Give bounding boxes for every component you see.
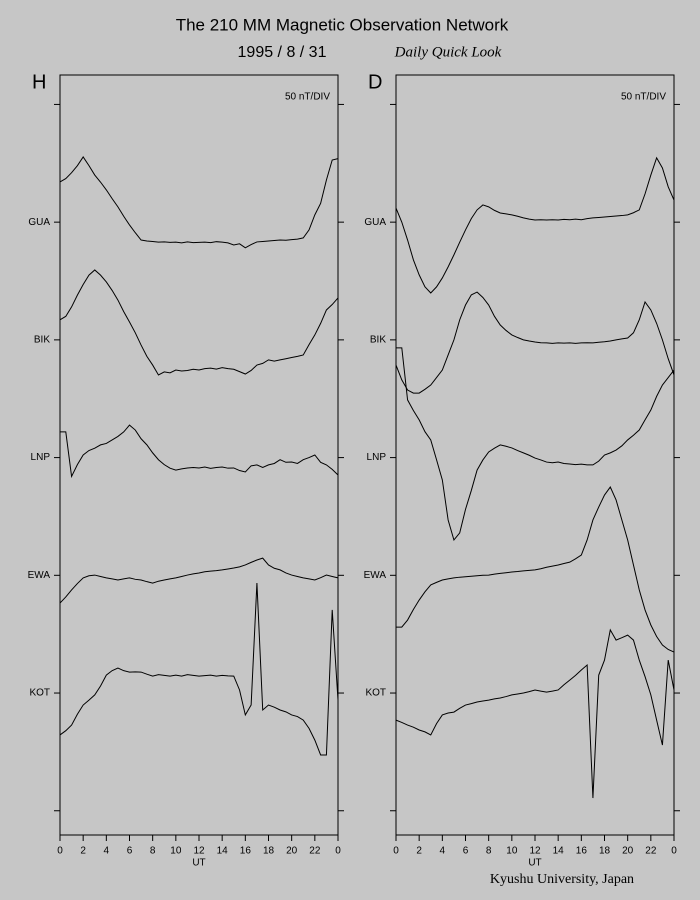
- panel: H 50 nT/DIV GUA BIK LNP EWA KOT 0 2 4 6 8 10 12 14 16 18…: [28, 71, 344, 869]
- x-tick-label: 0: [393, 846, 399, 857]
- x-tick-label: 4: [440, 846, 446, 857]
- x-tick-label: 16: [240, 846, 252, 857]
- x-tick-label: 0: [671, 846, 677, 857]
- y-tick-label: LNP: [367, 452, 387, 463]
- x-tick-label: 4: [104, 846, 110, 857]
- x-tick-label: 8: [150, 846, 156, 857]
- x-axis-label: UT: [192, 858, 205, 869]
- x-tick-label: 2: [416, 846, 422, 857]
- x-tick-label: 20: [286, 846, 298, 857]
- title: The 210 MM Magnetic Observation Network: [176, 15, 509, 34]
- trace: [59, 583, 339, 756]
- y-tick-label: EWA: [364, 570, 387, 581]
- panel-label: H: [32, 71, 46, 93]
- trace: [396, 347, 675, 542]
- y-tick-label: LNP: [31, 452, 51, 463]
- x-tick-label: 2: [80, 846, 86, 857]
- y-tick-label: BIK: [34, 335, 50, 346]
- x-tick-label: 0: [57, 846, 63, 857]
- x-tick-label: 22: [309, 846, 321, 857]
- x-tick-label: 18: [599, 846, 611, 857]
- panel: D 50 nT/DIV GUA BIK LNP EWA KOT 0 2 4 6 8 10 12 14 16 18…: [364, 71, 680, 869]
- x-tick-label: 10: [506, 846, 518, 857]
- trace: [59, 269, 339, 376]
- y-tick-label: GUA: [364, 217, 386, 228]
- date: 1995 / 8 / 31: [238, 44, 327, 61]
- x-tick-label: 12: [193, 846, 205, 857]
- trace: [395, 291, 675, 394]
- trace: [60, 424, 339, 479]
- x-axis-label: UT: [528, 858, 541, 869]
- trace: [59, 557, 339, 604]
- x-tick-label: 10: [170, 846, 182, 857]
- x-tick-label: 16: [576, 846, 588, 857]
- trace: [396, 486, 675, 653]
- subtitle: Daily Quick Look: [394, 44, 502, 60]
- y-tick-label: GUA: [28, 217, 50, 228]
- x-tick-label: 0: [335, 846, 341, 857]
- x-tick-label: 18: [263, 846, 275, 857]
- x-tick-label: 6: [463, 846, 469, 857]
- panel-label: D: [368, 71, 382, 93]
- trace: [59, 156, 339, 249]
- x-tick-label: 14: [553, 846, 565, 857]
- y-tick-label: BIK: [370, 335, 386, 346]
- plot-frame: [59, 74, 339, 836]
- trace: [395, 628, 675, 799]
- x-tick-label: 12: [529, 846, 541, 857]
- y-tick-label: EWA: [28, 570, 51, 581]
- x-tick-label: 8: [486, 846, 492, 857]
- scale-label: 50 nT/DIV: [285, 92, 330, 103]
- y-tick-label: KOT: [29, 688, 50, 699]
- scale-label: 50 nT/DIV: [621, 92, 666, 103]
- x-tick-label: 22: [645, 846, 657, 857]
- x-tick-label: 6: [127, 846, 133, 857]
- footer: Kyushu University, Japan: [490, 872, 634, 887]
- x-tick-label: 14: [217, 846, 229, 857]
- y-tick-label: KOT: [365, 688, 386, 699]
- x-tick-label: 20: [622, 846, 634, 857]
- trace: [395, 156, 675, 294]
